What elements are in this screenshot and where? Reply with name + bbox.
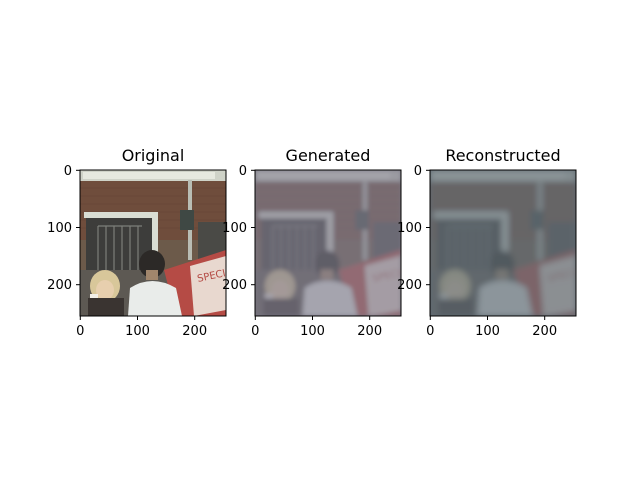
axes-frame (254, 169, 402, 317)
x-tick-label: 0 (426, 324, 434, 339)
x-tick-label: 0 (251, 324, 259, 339)
y-tick-label: 0 (239, 164, 247, 179)
panel-title: Reconstructed (445, 146, 560, 165)
y-tick-label: 100 (397, 221, 422, 236)
x-tick-label: 0 (76, 324, 84, 339)
street-scene-reconstructed-image (430, 170, 576, 316)
x-tick-label: 200 (357, 324, 382, 339)
y-tick-label: 0 (414, 164, 422, 179)
panel-title: Original (122, 146, 185, 165)
x-tick-label: 100 (300, 324, 325, 339)
street-scene-original-image (80, 170, 226, 316)
panel-original: Original 0 100 200 0 100 200 (47, 146, 227, 339)
x-tick-label: 100 (125, 324, 150, 339)
x-tick-label: 200 (182, 324, 207, 339)
axes-frame (79, 169, 227, 317)
y-tick-label: 0 (64, 164, 72, 179)
y-tick-label: 100 (222, 221, 247, 236)
y-tick-label: 100 (47, 221, 72, 236)
y-tick-label: 200 (47, 278, 72, 293)
panel-reconstructed: Reconstructed 0 100 200 0 100 200 (397, 146, 577, 339)
x-tick-label: 100 (475, 324, 500, 339)
y-tick-label: 200 (397, 278, 422, 293)
x-tick-label: 200 (532, 324, 557, 339)
panel-title: Generated (286, 146, 371, 165)
street-scene-generated-image (255, 170, 401, 316)
panel-generated: Generated 0 100 200 0 100 200 (222, 146, 402, 339)
axes-frame (429, 169, 577, 317)
y-tick-label: 200 (222, 278, 247, 293)
